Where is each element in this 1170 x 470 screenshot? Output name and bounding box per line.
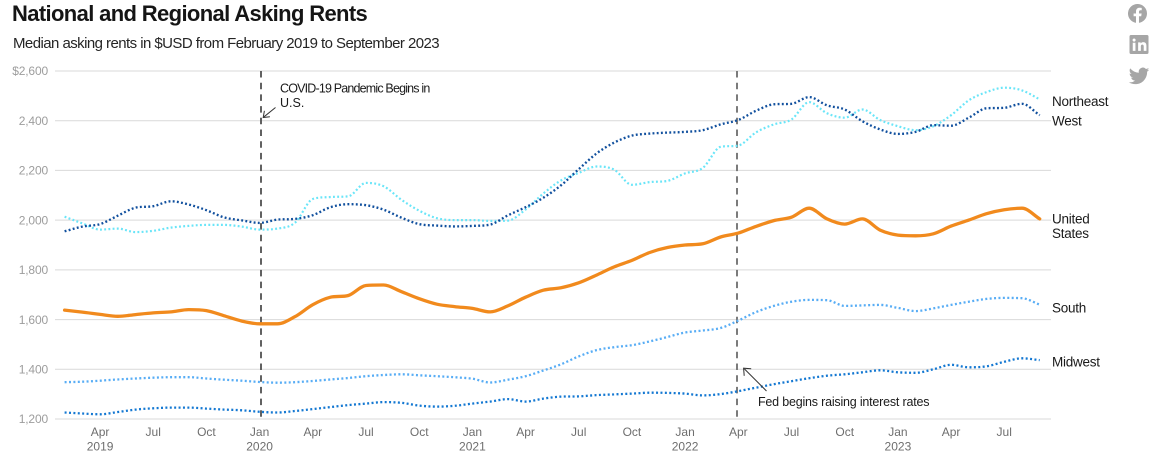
svg-text:Jul: Jul <box>358 425 373 439</box>
svg-text:Oct: Oct <box>410 425 429 439</box>
svg-text:Jul: Jul <box>571 425 586 439</box>
svg-text:COVID-19 Pandemic Begins in: COVID-19 Pandemic Begins in <box>280 82 430 96</box>
svg-text:2,000: 2,000 <box>19 213 49 227</box>
svg-text:1,600: 1,600 <box>19 313 49 327</box>
svg-text:Jan: Jan <box>250 425 269 439</box>
svg-text:Jan: Jan <box>463 425 482 439</box>
svg-text:U.S.: U.S. <box>280 96 304 110</box>
svg-text:Jul: Jul <box>784 425 799 439</box>
svg-text:Jul: Jul <box>997 425 1012 439</box>
svg-text:Oct: Oct <box>197 425 216 439</box>
svg-text:Apr: Apr <box>942 425 961 439</box>
svg-text:$2,600: $2,600 <box>12 64 48 78</box>
svg-text:2020: 2020 <box>246 440 273 454</box>
svg-text:West: West <box>1052 114 1082 129</box>
svg-text:1,200: 1,200 <box>19 412 49 426</box>
svg-text:1,800: 1,800 <box>19 263 49 277</box>
svg-text:2,400: 2,400 <box>19 114 49 128</box>
svg-text:States: States <box>1052 226 1089 241</box>
svg-text:Jul: Jul <box>146 425 161 439</box>
svg-text:Midwest: Midwest <box>1052 355 1100 370</box>
svg-text:Northeast: Northeast <box>1052 94 1109 109</box>
svg-text:Jan: Jan <box>675 425 694 439</box>
svg-text:United: United <box>1052 212 1090 227</box>
svg-text:Apr: Apr <box>729 425 748 439</box>
svg-text:1,400: 1,400 <box>19 363 49 377</box>
svg-text:2019: 2019 <box>87 440 114 454</box>
svg-text:2023: 2023 <box>885 440 912 454</box>
svg-text:Oct: Oct <box>623 425 642 439</box>
svg-text:Apr: Apr <box>91 425 110 439</box>
svg-text:Oct: Oct <box>835 425 854 439</box>
svg-text:2,200: 2,200 <box>19 164 49 178</box>
svg-text:South: South <box>1052 301 1086 316</box>
svg-text:2022: 2022 <box>672 440 699 454</box>
svg-text:2021: 2021 <box>459 440 486 454</box>
svg-text:Fed begins raising interest ra: Fed begins raising interest rates <box>758 395 929 409</box>
svg-text:Apr: Apr <box>303 425 322 439</box>
svg-text:Jan: Jan <box>888 425 907 439</box>
svg-text:Apr: Apr <box>516 425 535 439</box>
